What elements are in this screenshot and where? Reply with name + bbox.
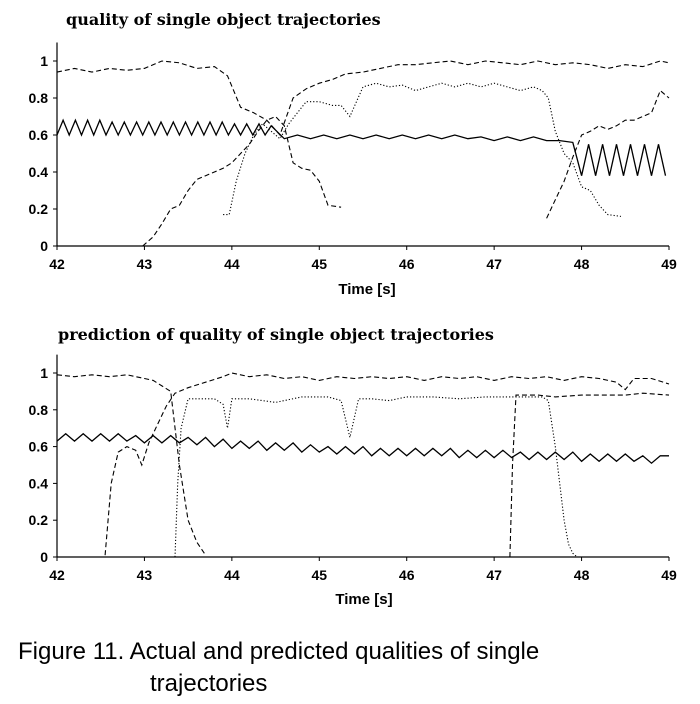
y-tick-label: 0 (40, 238, 48, 254)
series-line-dashed (56, 60, 670, 137)
chart-title: prediction of quality of single object t… (58, 325, 494, 344)
x-tick-label: 45 (311, 256, 327, 272)
series-line-dashed (509, 392, 670, 558)
series-line-dashed (546, 89, 670, 219)
series-line-dotted (223, 82, 621, 217)
series-line-solid (56, 432, 669, 465)
series-line-dashed (104, 372, 670, 556)
y-tick-label: 0.4 (29, 475, 49, 491)
x-axis-label: Time [s] (338, 281, 395, 298)
x-tick-label: 46 (399, 256, 415, 272)
chart-actual-quality: quality of single object trajectories 42… (29, 10, 677, 298)
x-tick-label: 47 (486, 256, 502, 272)
y-tick-label: 1 (40, 53, 48, 69)
caption-line-1: Figure 11. Actual and predicted qualitie… (18, 638, 540, 665)
caption-line-2: trajectories (150, 670, 268, 697)
figure-caption: Figure 11. Actual and predicted qualitie… (18, 636, 688, 700)
x-tick-label: 46 (399, 567, 415, 583)
y-tick-label: 0.2 (29, 512, 49, 528)
chart-title: quality of single object trajectories (66, 10, 381, 29)
y-tick-label: 0.6 (29, 127, 49, 143)
x-tick-label: 42 (49, 256, 65, 272)
x-tick-label: 49 (661, 256, 677, 272)
x-tick-label: 44 (224, 256, 240, 272)
x-tick-label: 48 (574, 256, 590, 272)
y-tick-label: 0.4 (29, 164, 49, 180)
x-tick-label: 45 (311, 567, 327, 583)
y-tick-label: 0.6 (29, 439, 49, 455)
series-line-solid (56, 118, 667, 176)
series-line-dashed (56, 374, 207, 556)
x-tick-label: 44 (224, 567, 240, 583)
x-tick-label: 43 (137, 567, 153, 583)
x-tick-label: 43 (137, 256, 153, 272)
y-tick-label: 0.8 (29, 90, 49, 106)
y-tick-label: 0.8 (29, 402, 49, 418)
x-axis-label: Time [s] (335, 591, 392, 608)
x-tick-label: 49 (661, 567, 677, 583)
series-line-dotted (174, 396, 578, 558)
x-tick-label: 47 (486, 567, 502, 583)
series-line-dashed (142, 115, 342, 247)
x-tick-label: 48 (574, 567, 590, 583)
y-tick-label: 0 (40, 549, 48, 565)
y-tick-label: 0.2 (29, 201, 49, 217)
x-tick-label: 42 (49, 567, 65, 583)
chart-predicted-quality: prediction of quality of single object t… (29, 325, 677, 608)
y-tick-label: 1 (40, 365, 48, 381)
